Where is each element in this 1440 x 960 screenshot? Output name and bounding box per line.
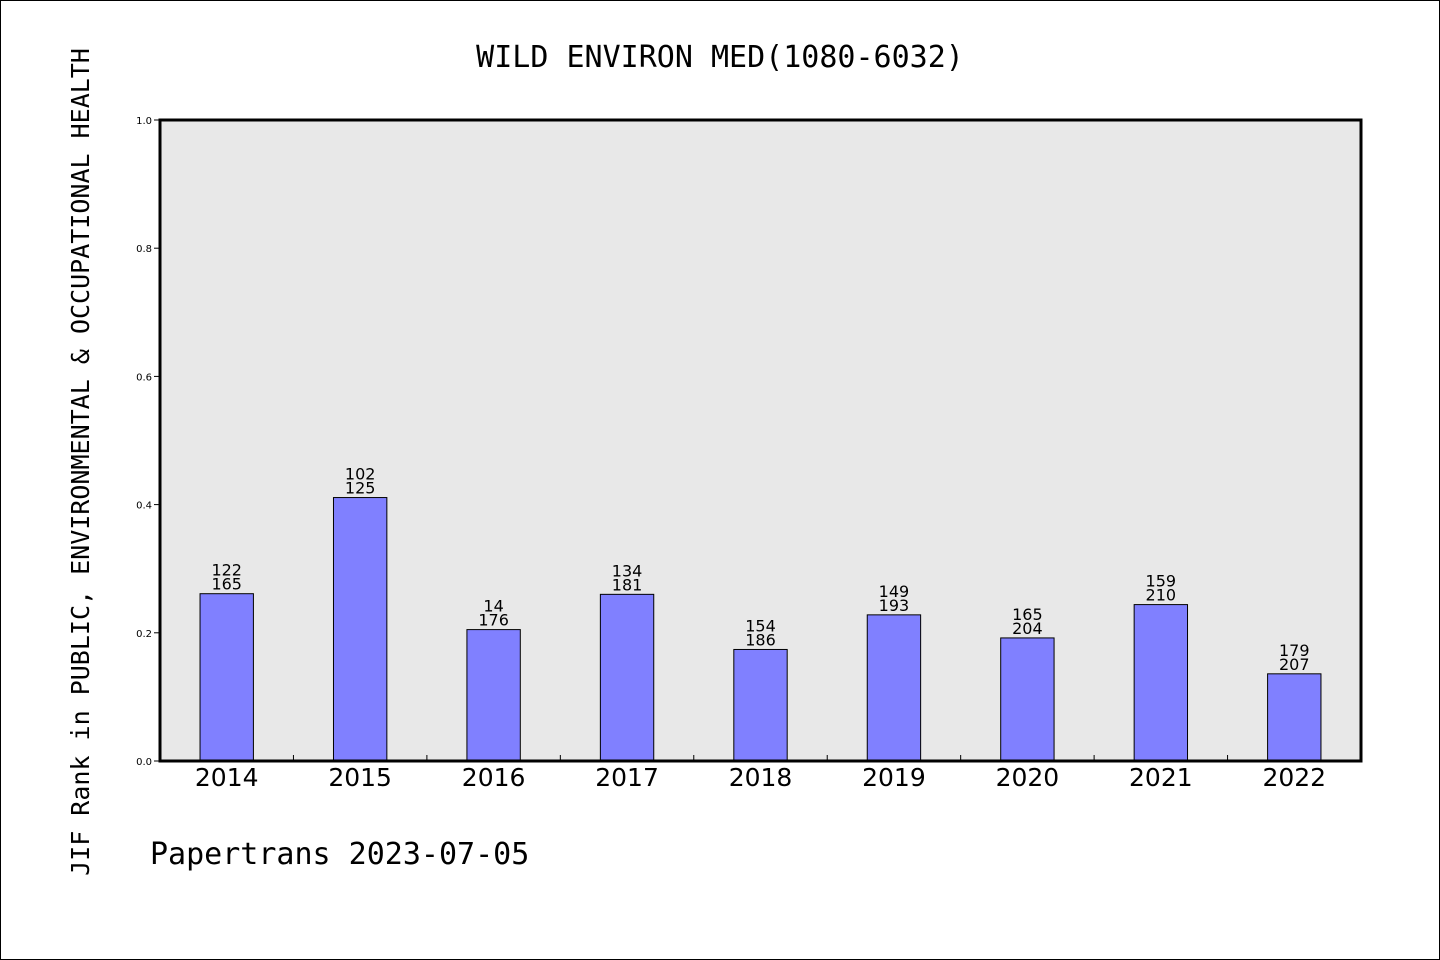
- y-axis-ticks: 0.0 0.2 0.4 0.6 0.8 1.0: [136, 116, 160, 768]
- bar-label-bottom: 181: [612, 575, 643, 594]
- bar-label-bottom: 207: [1279, 655, 1310, 674]
- bar-label-bottom: 186: [745, 630, 776, 649]
- x-axis-ticks: 2014 2015 2016 2017 2018 2019 2020 2021 2022: [195, 755, 1326, 792]
- bar-label-bottom: 165: [211, 575, 242, 594]
- x-tick-label: 2015: [328, 763, 392, 792]
- plot-border: [158, 118, 1363, 763]
- bar-2018: [733, 648, 788, 762]
- y-tick-label: 0.0: [136, 757, 152, 768]
- bar-2014: [199, 593, 254, 762]
- bar-label-bottom: 193: [879, 596, 910, 615]
- bar-label-top: 165: [1012, 605, 1043, 624]
- bar-2020: [1000, 637, 1055, 762]
- chart-title: WILD ENVIRON MED(1080-6032): [476, 40, 964, 75]
- y-tick-label: 1.0: [136, 116, 152, 127]
- bar-label-bottom: 125: [345, 479, 376, 498]
- x-tick-label: 2016: [462, 763, 526, 792]
- bar-2015: [332, 497, 388, 762]
- x-tick-label: 2017: [595, 763, 659, 792]
- bar-2021: [1133, 604, 1189, 762]
- bar-label-top: 122: [211, 561, 242, 580]
- y-tick-label: 0.6: [136, 372, 152, 383]
- x-tick-label: 2020: [996, 763, 1060, 792]
- bar-2017: [599, 593, 655, 762]
- y-tick-label: 0.2: [136, 629, 152, 640]
- bar-label-bottom: 210: [1146, 586, 1177, 605]
- x-tick-label: 2019: [862, 763, 926, 792]
- x-tick-label: 2021: [1129, 763, 1193, 792]
- bar-label-top: 159: [1146, 572, 1177, 591]
- bar-2019: [866, 614, 922, 762]
- bar-2016: [466, 629, 521, 762]
- bar-label-top: 134: [612, 561, 643, 580]
- bar-2022: [1267, 673, 1322, 762]
- x-tick-label: 2018: [729, 763, 793, 792]
- bars: [199, 497, 1322, 762]
- x-tick-label: 2014: [195, 763, 259, 792]
- bar-label-bottom: 204: [1012, 619, 1043, 638]
- y-axis-label: JIF Rank in PUBLIC, ENVIRONMENTAL & OCCU…: [66, 48, 95, 876]
- x-tick-label: 2022: [1262, 763, 1326, 792]
- bar-label-bottom: 176: [478, 611, 509, 630]
- y-tick-label: 0.8: [136, 244, 152, 255]
- footer-text: Papertrans 2023-07-05: [150, 837, 529, 872]
- bar-label-top: 102: [345, 465, 376, 484]
- bar-label-top: 179: [1279, 641, 1310, 660]
- bar-label-top: 154: [745, 616, 776, 635]
- bar-label-top: 14: [483, 597, 503, 616]
- y-tick-label: 0.4: [136, 501, 152, 512]
- bar-label-top: 149: [879, 582, 910, 601]
